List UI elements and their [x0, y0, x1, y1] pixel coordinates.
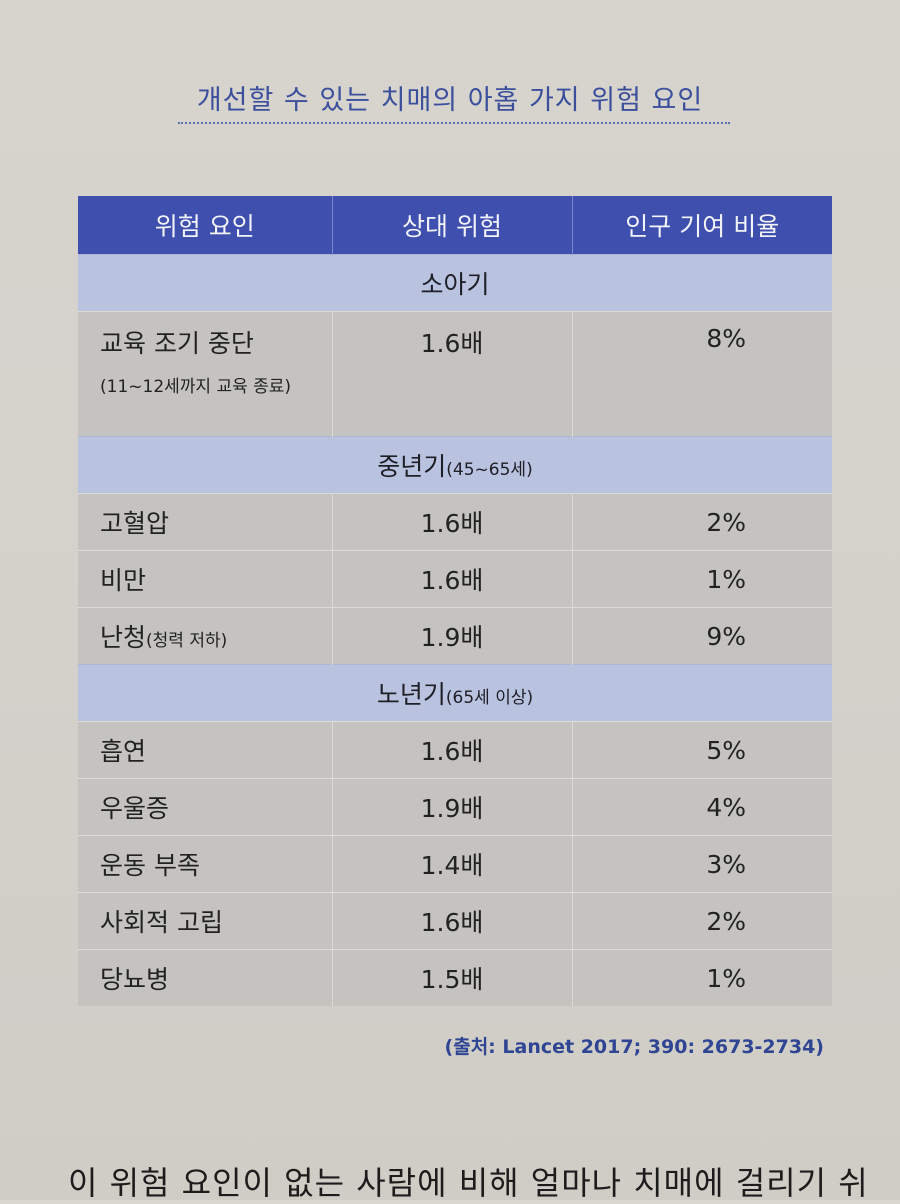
- risk-cell: 1.6배: [331, 721, 572, 779]
- factor-cell: 고혈압: [78, 493, 332, 551]
- risk-cell: 1.6배: [331, 311, 572, 437]
- risk-cell: 1.6배: [331, 550, 572, 608]
- table-title: 개선할 수 있는 치매의 아홉 가지 위험 요인: [196, 85, 704, 116]
- factor-cell: 교육 조기 중단 (11~12세까지 교육 종료): [78, 311, 332, 437]
- ratio-cell: 5%: [571, 721, 832, 779]
- table-row: 교육 조기 중단 (11~12세까지 교육 종료) 1.6배 8%: [78, 311, 832, 437]
- factor-cell: 당뇨병: [78, 949, 332, 1006]
- table-header-row: 위험 요인 상대 위험 인구 기여 비율: [78, 196, 832, 255]
- risk-cell: 1.9배: [331, 607, 572, 665]
- body-paragraph: 이 위험 요인이 없는 사람에 비해 얼마나 치매에 걸리기 쉬: [68, 1164, 869, 1202]
- title-underline: [178, 122, 730, 124]
- risk-cell: 1.9배: [331, 778, 572, 836]
- ratio-cell: 1%: [571, 949, 832, 1006]
- factor-cell: 비만: [78, 550, 332, 608]
- section-label: 소아기: [78, 254, 832, 312]
- section-row-midlife: 중년기(45~65세): [78, 436, 832, 494]
- table-row: 흡연 1.6배 5%: [78, 721, 832, 779]
- header-relative-risk: 상대 위험: [331, 196, 572, 255]
- factor-cell: 우울증: [78, 778, 332, 836]
- table-row: 비만 1.6배 1%: [78, 550, 832, 608]
- ratio-cell: 4%: [571, 778, 832, 836]
- risk-cell: 1.5배: [331, 949, 572, 1006]
- table-row: 사회적 고립 1.6배 2%: [78, 892, 832, 950]
- ratio-cell: 9%: [571, 607, 832, 665]
- section-label: 노년기(65세 이상): [78, 664, 832, 722]
- ratio-cell: 1%: [571, 550, 832, 608]
- section-label: 중년기(45~65세): [78, 436, 832, 494]
- risk-cell: 1.6배: [331, 493, 572, 551]
- risk-cell: 1.4배: [331, 835, 572, 893]
- header-risk-factor: 위험 요인: [78, 196, 332, 255]
- factor-cell: 사회적 고립: [78, 892, 332, 950]
- factor-cell: 난청(청력 저하): [78, 607, 332, 665]
- risk-cell: 1.6배: [331, 892, 572, 950]
- ratio-cell: 3%: [571, 835, 832, 893]
- header-population-ratio: 인구 기여 비율: [571, 196, 832, 255]
- factor-cell: 운동 부족: [78, 835, 332, 893]
- ratio-cell: 2%: [571, 493, 832, 551]
- source-citation: (출처: Lancet 2017; 390: 2673-2734): [444, 1036, 824, 1058]
- factor-cell: 흡연: [78, 721, 332, 779]
- section-row-late-life: 노년기(65세 이상): [78, 664, 832, 722]
- ratio-cell: 2%: [571, 892, 832, 950]
- table-row: 난청(청력 저하) 1.9배 9%: [78, 607, 832, 665]
- section-row-childhood: 소아기: [78, 254, 832, 312]
- table-row: 고혈압 1.6배 2%: [78, 493, 832, 551]
- ratio-cell: 8%: [571, 311, 832, 437]
- table-row: 우울증 1.9배 4%: [78, 778, 832, 836]
- risk-factor-table: 위험 요인 상대 위험 인구 기여 비율 소아기 교육 조기 중단 (11~12세…: [78, 196, 832, 1006]
- table-row: 운동 부족 1.4배 3%: [78, 835, 832, 893]
- table-row: 당뇨병 1.5배 1%: [78, 949, 832, 1006]
